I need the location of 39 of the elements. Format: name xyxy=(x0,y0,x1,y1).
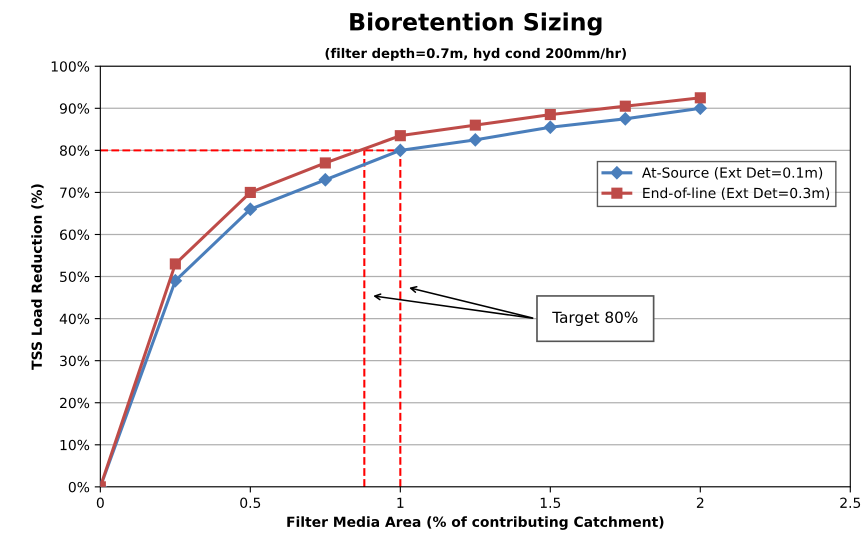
chart-title: Bioretention Sizing xyxy=(350,12,602,36)
point xyxy=(544,120,557,134)
y-tick-label: 0% xyxy=(68,482,90,492)
y-axis-title: TSS Load Reduction (%) xyxy=(31,184,44,370)
y-tick-label: 100% xyxy=(52,61,90,72)
y-tick-label: 60% xyxy=(60,229,90,240)
x-tick-label: 1.5 xyxy=(540,498,560,508)
point xyxy=(470,120,481,131)
y-tick-label: 80% xyxy=(60,145,90,156)
x-axis-title: Filter Media Area (% of contributing Catchment) xyxy=(287,516,664,530)
point xyxy=(468,133,482,146)
legend-label: At-Source (Ext Det=0.1m) xyxy=(642,167,822,180)
chart-subtitle: (filter depth=0.7m, hyd cond 200mm/hr) xyxy=(326,48,626,61)
point xyxy=(620,100,631,112)
y-tick-label: 30% xyxy=(60,356,90,366)
point xyxy=(544,109,556,120)
annotation: Target 80% xyxy=(552,311,638,326)
point xyxy=(694,92,706,104)
point xyxy=(244,186,256,198)
y-tick-label: 20% xyxy=(60,398,90,408)
y-tick-label: 40% xyxy=(60,314,90,324)
x-tick-label: 0.5 xyxy=(240,498,260,508)
y-tick-label: 70% xyxy=(60,187,90,198)
x-tick-label: 1 xyxy=(397,498,404,508)
y-tick-label: 50% xyxy=(60,272,90,282)
point xyxy=(394,144,407,157)
point xyxy=(320,157,331,169)
legend-label: End-of-line (Ext Det=0.3m) xyxy=(643,187,830,200)
point xyxy=(170,258,181,270)
point xyxy=(394,130,406,142)
point xyxy=(318,173,332,186)
point xyxy=(618,112,632,126)
x-tick-label: 2.5 xyxy=(840,498,860,508)
point xyxy=(244,202,257,216)
x-tick-label: 0 xyxy=(96,498,104,508)
point xyxy=(694,102,707,115)
y-tick-label: 10% xyxy=(60,440,90,450)
y-tick-label: 90% xyxy=(60,103,90,114)
x-tick-label: 2 xyxy=(696,498,704,508)
